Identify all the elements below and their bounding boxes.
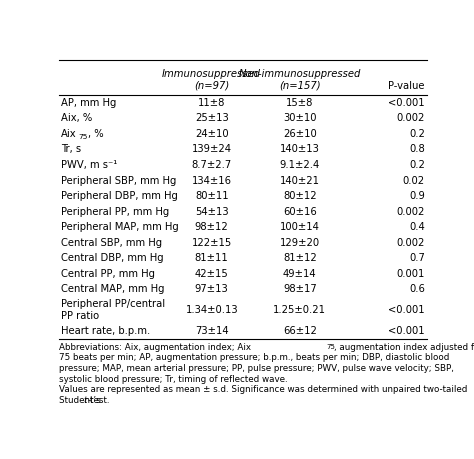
Text: pressure; MAP, mean arterial pressure; PP, pulse pressure; PWV, pulse wave veloc: pressure; MAP, mean arterial pressure; P… bbox=[59, 364, 454, 373]
Text: Values are represented as mean ± s.d. Significance was determined with unpaired : Values are represented as mean ± s.d. Si… bbox=[59, 385, 468, 394]
Text: 0.002: 0.002 bbox=[396, 207, 425, 217]
Text: Peripheral DBP, mm Hg: Peripheral DBP, mm Hg bbox=[61, 191, 178, 201]
Text: 26±10: 26±10 bbox=[283, 129, 317, 139]
Text: 75 beats per min; AP, augmentation pressure; b.p.m., beats per min; DBP, diastol: 75 beats per min; AP, augmentation press… bbox=[59, 353, 450, 362]
Text: Tr, s: Tr, s bbox=[61, 145, 81, 154]
Text: Peripheral SBP, mm Hg: Peripheral SBP, mm Hg bbox=[61, 175, 176, 185]
Text: 81±11: 81±11 bbox=[195, 253, 228, 263]
Text: 100±14: 100±14 bbox=[280, 222, 320, 232]
Text: 42±15: 42±15 bbox=[195, 269, 228, 279]
Text: 30±10: 30±10 bbox=[283, 113, 317, 123]
Text: Central SBP, mm Hg: Central SBP, mm Hg bbox=[61, 238, 162, 248]
Text: 80±11: 80±11 bbox=[195, 191, 228, 201]
Text: <0.001: <0.001 bbox=[388, 305, 425, 315]
Text: <0.001: <0.001 bbox=[388, 326, 425, 336]
Text: Aix: Aix bbox=[61, 129, 77, 139]
Text: 134±16: 134±16 bbox=[191, 175, 232, 185]
Text: 49±14: 49±14 bbox=[283, 269, 317, 279]
Text: 0.002: 0.002 bbox=[396, 113, 425, 123]
Text: <0.001: <0.001 bbox=[388, 98, 425, 108]
Text: 0.2: 0.2 bbox=[409, 129, 425, 139]
Text: Peripheral MAP, mm Hg: Peripheral MAP, mm Hg bbox=[61, 222, 179, 232]
Text: Central PP, mm Hg: Central PP, mm Hg bbox=[61, 269, 155, 279]
Text: 60±16: 60±16 bbox=[283, 207, 317, 217]
Text: Non-immunosuppressed: Non-immunosuppressed bbox=[239, 69, 361, 79]
Text: 11±8: 11±8 bbox=[198, 98, 226, 108]
Text: 1.34±0.13: 1.34±0.13 bbox=[185, 305, 238, 315]
Text: 1.25±0.21: 1.25±0.21 bbox=[273, 305, 327, 315]
Text: systolic blood pressure; Tr, timing of reflected wave.: systolic blood pressure; Tr, timing of r… bbox=[59, 375, 288, 384]
Text: P-value: P-value bbox=[388, 81, 425, 91]
Text: PP ratio: PP ratio bbox=[61, 311, 99, 321]
Text: 73±14: 73±14 bbox=[195, 326, 228, 336]
Text: 15±8: 15±8 bbox=[286, 98, 314, 108]
Text: 24±10: 24±10 bbox=[195, 129, 228, 139]
Text: Central DBP, mm Hg: Central DBP, mm Hg bbox=[61, 253, 164, 263]
Text: 0.002: 0.002 bbox=[396, 238, 425, 248]
Text: 9.1±2.4: 9.1±2.4 bbox=[280, 160, 320, 170]
Text: (n=97): (n=97) bbox=[194, 81, 229, 91]
Text: 75: 75 bbox=[79, 134, 88, 140]
Text: 0.9: 0.9 bbox=[409, 191, 425, 201]
Text: 8.7±2.7: 8.7±2.7 bbox=[191, 160, 232, 170]
Text: Central MAP, mm Hg: Central MAP, mm Hg bbox=[61, 285, 164, 294]
Text: 0.7: 0.7 bbox=[409, 253, 425, 263]
Text: 75: 75 bbox=[326, 344, 335, 350]
Text: 0.2: 0.2 bbox=[409, 160, 425, 170]
Text: , augmentation index adjusted for a heart rate of: , augmentation index adjusted for a hear… bbox=[334, 343, 474, 352]
Text: 140±13: 140±13 bbox=[280, 145, 320, 154]
Text: 122±15: 122±15 bbox=[191, 238, 232, 248]
Text: 0.02: 0.02 bbox=[402, 175, 425, 185]
Text: 81±12: 81±12 bbox=[283, 253, 317, 263]
Text: AP, mm Hg: AP, mm Hg bbox=[61, 98, 117, 108]
Text: , %: , % bbox=[88, 129, 104, 139]
Text: 139±24: 139±24 bbox=[191, 145, 232, 154]
Text: 0.4: 0.4 bbox=[409, 222, 425, 232]
Text: 66±12: 66±12 bbox=[283, 326, 317, 336]
Text: 0.8: 0.8 bbox=[409, 145, 425, 154]
Text: 129±20: 129±20 bbox=[280, 238, 320, 248]
Text: 80±12: 80±12 bbox=[283, 191, 317, 201]
Text: Immunosuppressed: Immunosuppressed bbox=[162, 69, 261, 79]
Text: Peripheral PP, mm Hg: Peripheral PP, mm Hg bbox=[61, 207, 169, 217]
Text: -test.: -test. bbox=[88, 396, 110, 405]
Text: 98±17: 98±17 bbox=[283, 285, 317, 294]
Text: t: t bbox=[83, 396, 86, 405]
Text: 98±12: 98±12 bbox=[195, 222, 228, 232]
Text: (n=157): (n=157) bbox=[279, 81, 321, 91]
Text: 140±21: 140±21 bbox=[280, 175, 320, 185]
Text: 54±13: 54±13 bbox=[195, 207, 228, 217]
Text: 0.001: 0.001 bbox=[396, 269, 425, 279]
Text: 0.6: 0.6 bbox=[409, 285, 425, 294]
Text: Aix, %: Aix, % bbox=[61, 113, 92, 123]
Text: Student’s: Student’s bbox=[59, 396, 104, 405]
Text: Abbreviations: Aix, augmentation index; Aix: Abbreviations: Aix, augmentation index; … bbox=[59, 343, 251, 352]
Text: Peripheral PP/central: Peripheral PP/central bbox=[61, 299, 165, 309]
Text: 25±13: 25±13 bbox=[195, 113, 228, 123]
Text: 97±13: 97±13 bbox=[195, 285, 228, 294]
Text: PWV, m s⁻¹: PWV, m s⁻¹ bbox=[61, 160, 118, 170]
Text: Heart rate, b.p.m.: Heart rate, b.p.m. bbox=[61, 326, 150, 336]
